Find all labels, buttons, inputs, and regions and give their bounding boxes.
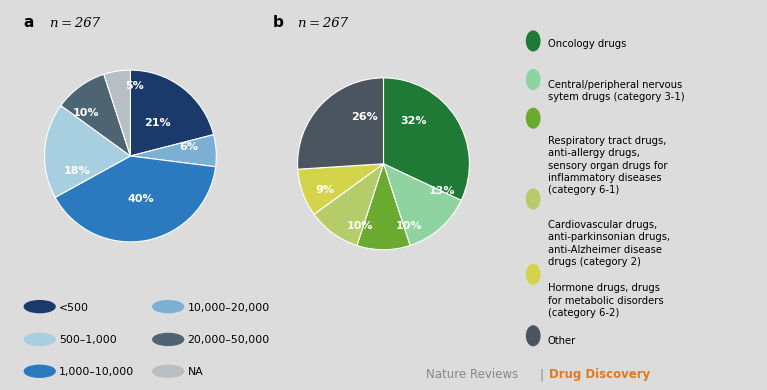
Wedge shape <box>55 156 216 242</box>
Text: b: b <box>272 15 283 30</box>
Text: 5%: 5% <box>125 81 144 90</box>
Text: |: | <box>539 369 543 381</box>
Text: Nature Reviews: Nature Reviews <box>426 369 518 381</box>
Wedge shape <box>357 164 410 250</box>
Wedge shape <box>130 70 213 156</box>
Text: Central/peripheral nervous
sytem drugs (category 3-1): Central/peripheral nervous sytem drugs (… <box>548 80 684 102</box>
Wedge shape <box>61 74 130 156</box>
Circle shape <box>153 301 183 313</box>
Circle shape <box>25 301 55 313</box>
Wedge shape <box>384 164 461 245</box>
Text: 6%: 6% <box>179 142 199 152</box>
Circle shape <box>526 189 540 209</box>
Text: Oncology drugs: Oncology drugs <box>548 39 626 49</box>
Text: 10%: 10% <box>396 221 423 230</box>
Text: 500–1,000: 500–1,000 <box>59 335 117 346</box>
Text: 32%: 32% <box>400 116 426 126</box>
Wedge shape <box>314 164 384 245</box>
Text: n = 267: n = 267 <box>298 17 347 30</box>
Text: Other: Other <box>548 336 576 346</box>
Text: 10%: 10% <box>346 221 373 230</box>
Circle shape <box>526 326 540 346</box>
Text: 26%: 26% <box>351 112 378 122</box>
Text: Cardiovascular drugs,
anti-parkinsonian drugs,
anti-Alzheimer disease
drugs (cat: Cardiovascular drugs, anti-parkinsonian … <box>548 220 670 267</box>
Wedge shape <box>44 106 130 197</box>
Text: 20,000–50,000: 20,000–50,000 <box>187 335 270 346</box>
Text: a: a <box>23 15 34 30</box>
Text: 1,000–10,000: 1,000–10,000 <box>59 367 134 377</box>
Text: 18%: 18% <box>64 167 91 176</box>
Text: 10,000–20,000: 10,000–20,000 <box>187 303 270 313</box>
Circle shape <box>25 365 55 377</box>
Circle shape <box>526 264 540 284</box>
Wedge shape <box>130 135 216 167</box>
Text: Drug Discovery: Drug Discovery <box>549 369 650 381</box>
Text: NA: NA <box>187 367 203 377</box>
Text: 21%: 21% <box>144 118 171 128</box>
Text: Hormone drugs, drugs
for metabolic disorders
(category 6-2): Hormone drugs, drugs for metabolic disor… <box>548 283 663 318</box>
Circle shape <box>25 333 55 346</box>
Wedge shape <box>384 78 469 200</box>
Text: 40%: 40% <box>127 194 154 204</box>
Wedge shape <box>298 164 384 214</box>
Circle shape <box>153 333 183 346</box>
Circle shape <box>526 70 540 89</box>
Text: n = 267: n = 267 <box>50 17 100 30</box>
Text: 10%: 10% <box>72 108 99 118</box>
Wedge shape <box>104 70 130 156</box>
Wedge shape <box>298 78 384 169</box>
Circle shape <box>526 31 540 51</box>
Text: 13%: 13% <box>429 186 455 196</box>
Text: Respiratory tract drugs,
anti-allergy drugs,
sensory organ drugs for
inflammator: Respiratory tract drugs, anti-allergy dr… <box>548 136 667 195</box>
Text: 9%: 9% <box>315 184 334 195</box>
Text: <500: <500 <box>59 303 89 313</box>
Circle shape <box>153 365 183 377</box>
Circle shape <box>526 108 540 128</box>
